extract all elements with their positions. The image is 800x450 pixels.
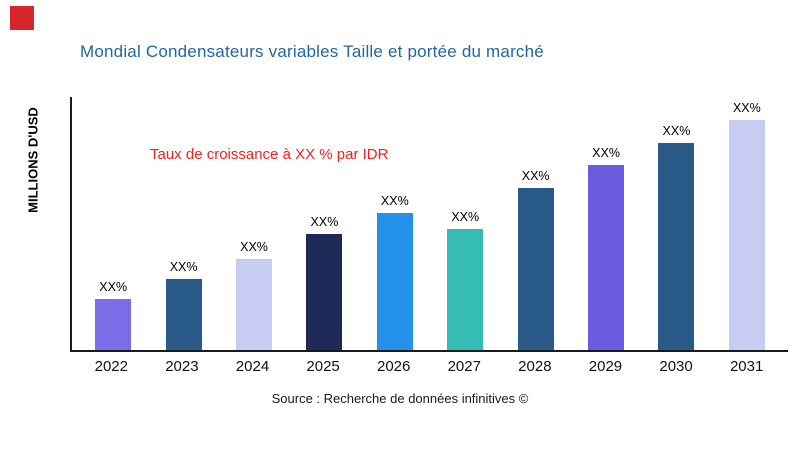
bar-column-2029: XX% [571, 97, 641, 350]
bar-value-label: XX% [310, 214, 339, 229]
bar-value-label: XX% [521, 169, 550, 184]
bar-2023 [165, 279, 202, 350]
bar-column-2025: XX% [289, 97, 359, 350]
x-tick-label-2022: 2022 [94, 358, 128, 375]
x-tick-label-2026: 2026 [376, 358, 411, 375]
bars: XX% XX% XX% XX% XX% XX% XX% XX% XX% XX% [72, 97, 788, 350]
bar-2028 [517, 188, 554, 350]
bar-column-2031: XX% [712, 97, 782, 350]
x-labels: 2022 2023 2024 2025 2026 2027 2028 2029 2030 2031 [70, 358, 788, 375]
x-tick-label-2025: 2025 [306, 358, 340, 375]
logo-red-square [10, 6, 34, 30]
bar-value-label: XX% [169, 260, 198, 275]
x-tick-label-2031: 2031 [729, 358, 764, 375]
bar-column-2026: XX% [360, 97, 430, 350]
bar-column-2030: XX% [641, 97, 711, 350]
plot-area: XX% XX% XX% XX% XX% XX% XX% XX% XX% XX% [70, 97, 788, 352]
bar-value-label: XX% [662, 123, 691, 138]
x-tick-label-2023: 2023 [165, 358, 199, 375]
bar-value-label: XX% [99, 280, 128, 295]
bar-value-label: XX% [451, 209, 480, 224]
bar-2030 [658, 142, 695, 350]
x-tick-label-2028: 2028 [518, 358, 552, 375]
bar-column-2022: XX% [78, 97, 148, 350]
bar-value-label: XX% [380, 194, 409, 209]
bar-2031 [728, 119, 765, 350]
bar-2024 [236, 258, 273, 350]
bar-column-2028: XX% [500, 97, 570, 350]
bar-value-label: XX% [592, 146, 620, 161]
x-tick-label-2024: 2024 [235, 358, 270, 375]
bar-value-label: XX% [732, 100, 761, 115]
bar-column-2023: XX% [148, 97, 218, 350]
bar-2022 [95, 299, 132, 350]
x-tick-label-2029: 2029 [588, 358, 623, 375]
bar-column-2027: XX% [430, 97, 500, 350]
y-axis-label: MILLIONS D'USD [25, 107, 41, 213]
bar-2025 [306, 233, 343, 350]
bar-value-label: XX% [240, 239, 268, 254]
x-tick-label-2027: 2027 [447, 358, 481, 375]
x-tick-label-2030: 2030 [659, 358, 693, 375]
bar-2026 [376, 213, 413, 350]
source-text: Source : Recherche de données infinitive… [271, 391, 529, 406]
growth-rate-annotation: Taux de croissance à XX % par IDR [150, 146, 389, 163]
bar-column-2024: XX% [219, 97, 289, 350]
bar-2029 [588, 165, 625, 350]
chart-title: Mondial Condensateurs variables Taille e… [80, 42, 544, 61]
bar-2027 [447, 228, 484, 350]
